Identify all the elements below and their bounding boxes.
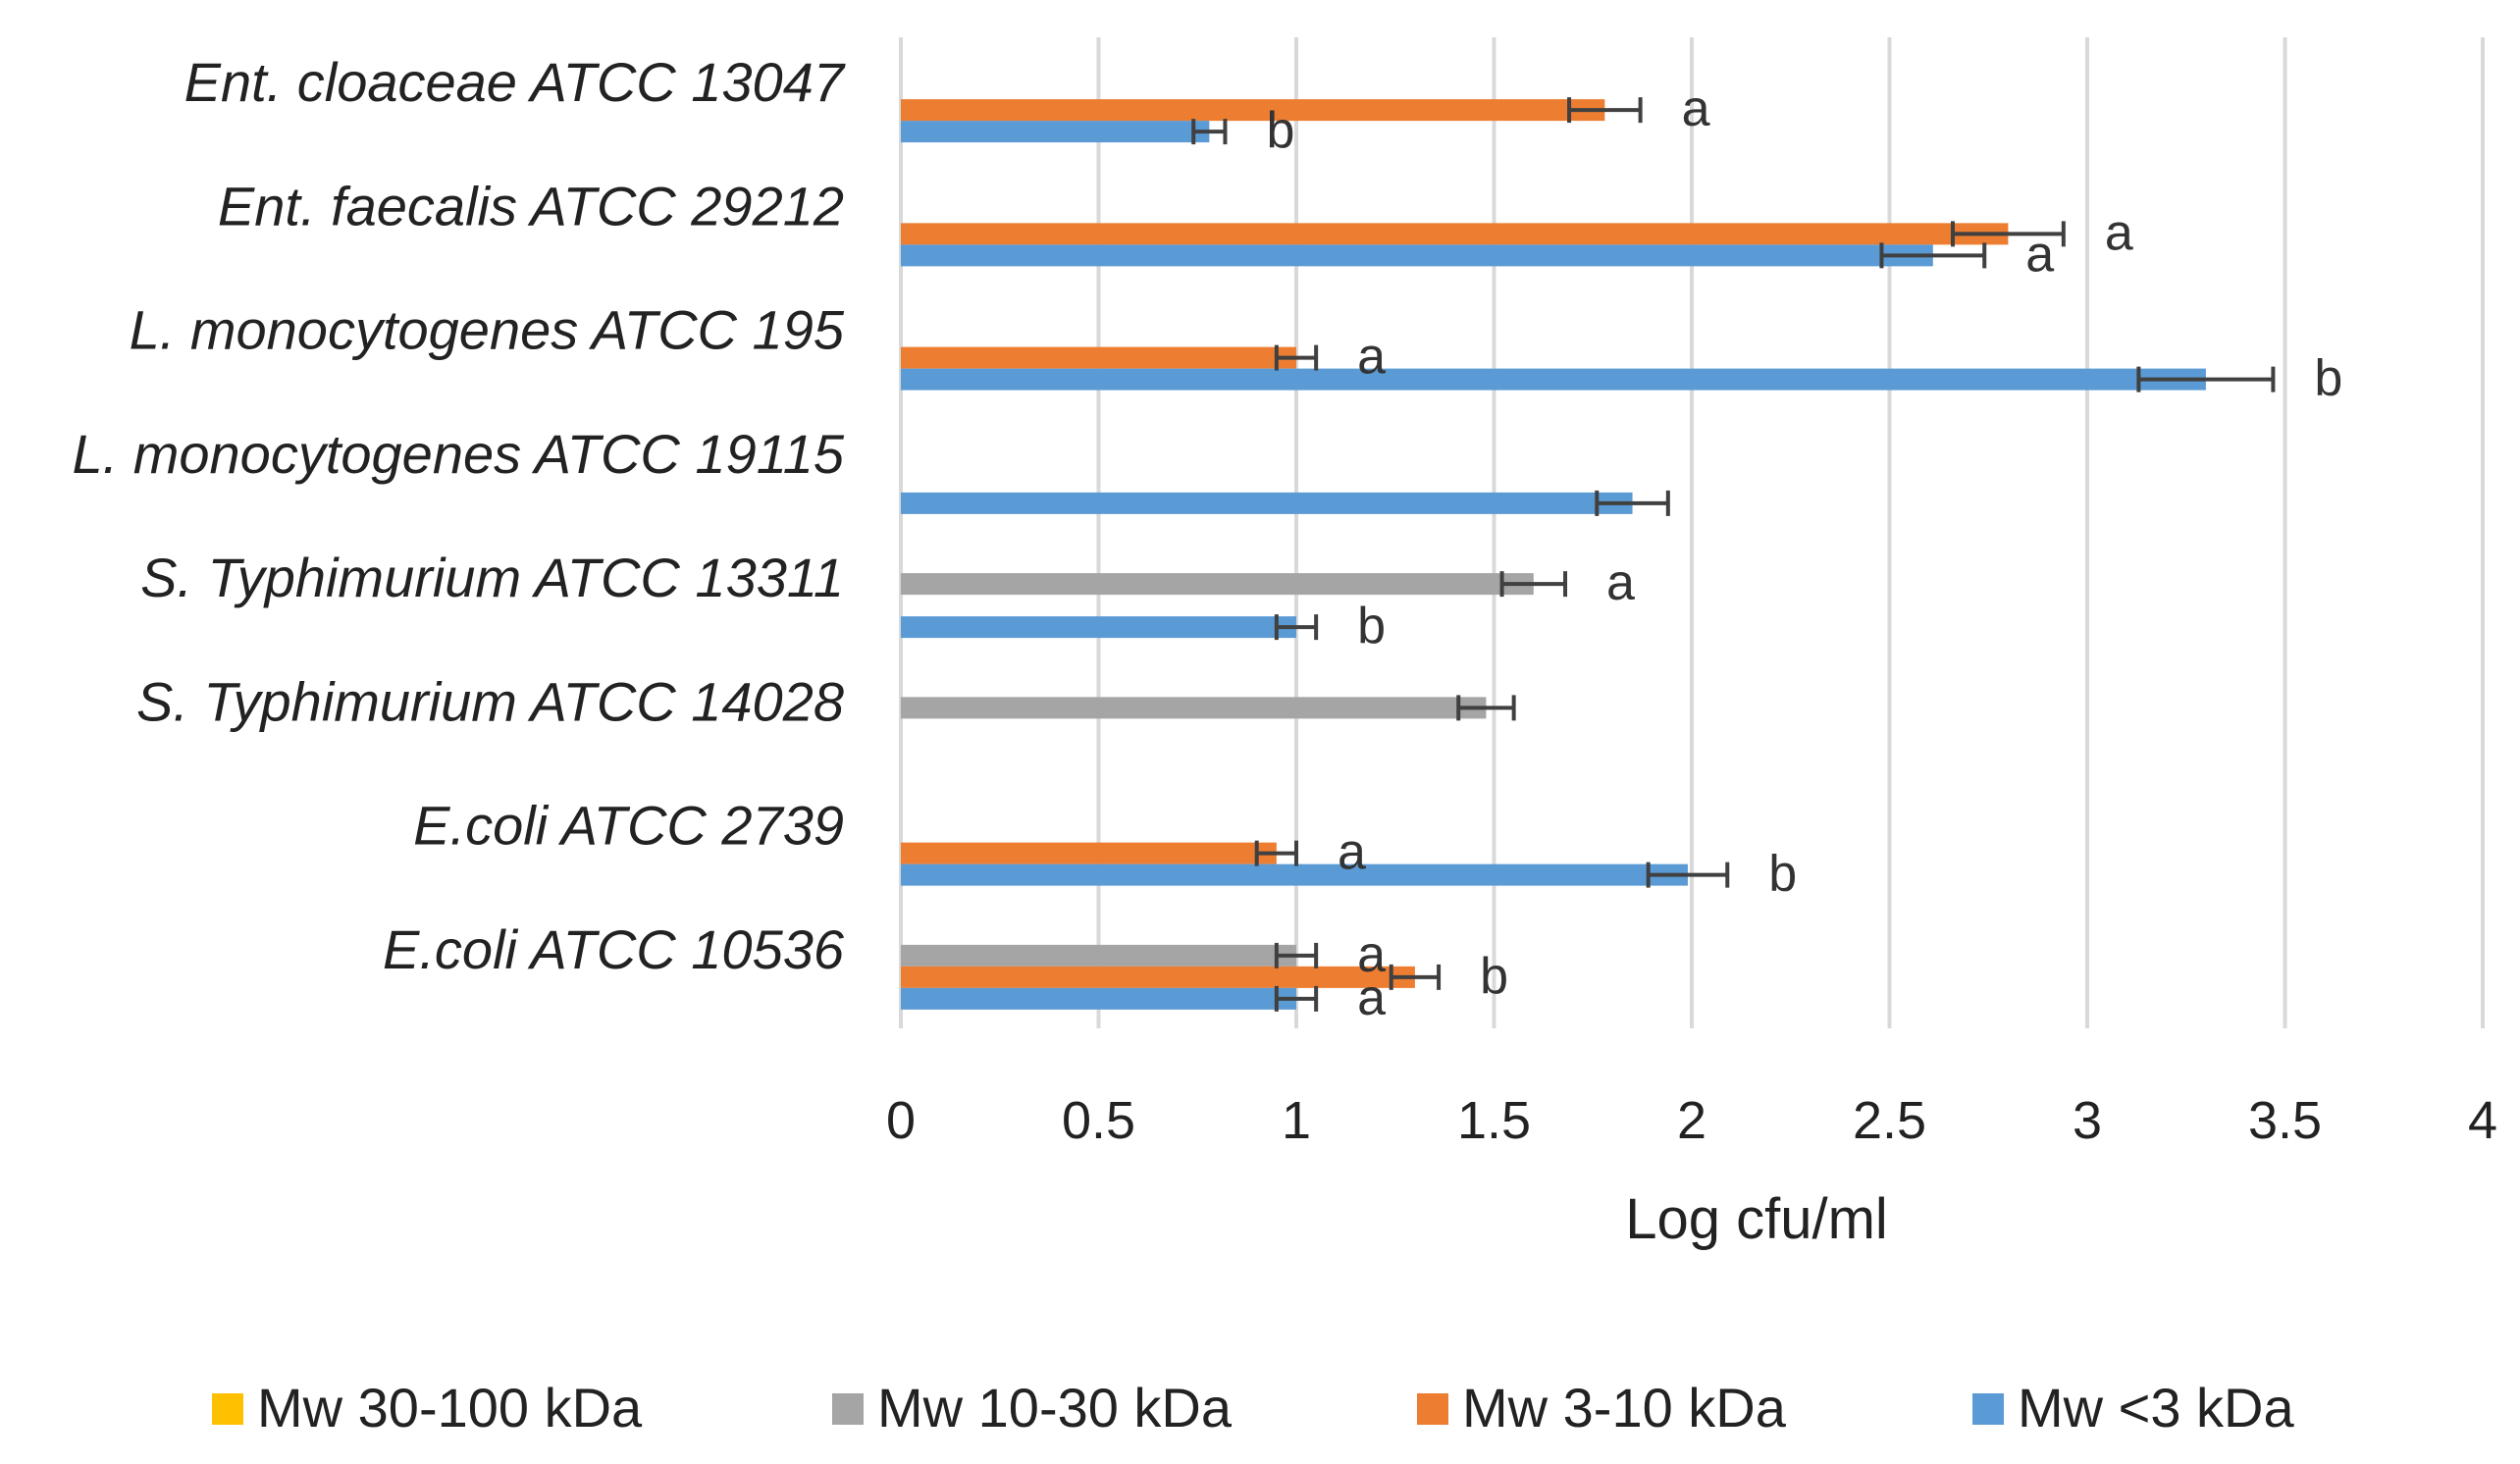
- significance-letter: b: [1357, 598, 1386, 654]
- bar-3-6: [901, 863, 1688, 886]
- bar-3-3: [901, 492, 1633, 514]
- bar-2-0: [901, 99, 1605, 122]
- x-tick-label: 3.5: [2248, 1091, 2322, 1150]
- legend-item-3: Mw <3 kDa: [1972, 1377, 2294, 1438]
- bar-3-0: [901, 121, 1210, 143]
- bar-2-7: [901, 966, 1415, 988]
- error-bar-3-7: [1274, 985, 1319, 1012]
- x-tick-label: 2: [1677, 1091, 1706, 1150]
- x-tick-label: 2.5: [1853, 1091, 1926, 1150]
- error-bar-2-0: [1567, 97, 1643, 124]
- x-axis-title: Log cfu/ml: [1625, 1187, 1888, 1251]
- error-bar-2-2: [1274, 344, 1319, 371]
- category-label: S. Typhimurium ATCC 14028: [136, 670, 844, 732]
- bar-2-1: [901, 223, 2009, 245]
- category-label: S. Typhimurium ATCC 13311: [140, 547, 844, 608]
- legend-swatch: [212, 1393, 243, 1425]
- significance-letter: a: [1682, 80, 1710, 137]
- x-tick-label: 3: [2073, 1091, 2102, 1150]
- category-label: Ent. faecalis ATCC 29212: [218, 175, 844, 236]
- bar-2-6: [901, 842, 1277, 864]
- legend-swatch: [1972, 1393, 2004, 1425]
- significance-letter: a: [1338, 824, 1366, 881]
- legend-label: Mw 10-30 kDa: [877, 1377, 1233, 1438]
- significance-letter: a: [1606, 554, 1635, 611]
- error-bar-1-5: [1456, 695, 1516, 721]
- error-bar-1-4: [1499, 571, 1568, 598]
- x-tick-label: 1: [1282, 1091, 1311, 1150]
- significance-letter: b: [1480, 948, 1508, 1005]
- legend-swatch: [1417, 1393, 1448, 1425]
- legend-item-1: Mw 10-30 kDa: [832, 1377, 1233, 1438]
- legend-label: Mw <3 kDa: [2018, 1377, 2294, 1438]
- error-bar-3-6: [1646, 862, 1730, 888]
- category-label: E.coli ATCC 10536: [383, 918, 845, 980]
- bar-1-5: [901, 697, 1487, 719]
- legend-item-0: Mw 30-100 kDa: [212, 1377, 643, 1438]
- error-bar-2-7: [1389, 964, 1442, 990]
- error-bars: [1191, 97, 2276, 1012]
- legend-swatch: [832, 1393, 864, 1425]
- error-bar-3-1: [1879, 242, 1987, 269]
- error-bar-2-1: [1950, 221, 2066, 247]
- significance-letter: a: [2105, 204, 2133, 261]
- bar-1-4: [901, 573, 1534, 596]
- error-bar-1-7: [1274, 942, 1319, 968]
- category-label: E.coli ATCC 2739: [413, 795, 844, 857]
- significance-letter: a: [2025, 226, 2054, 283]
- error-bar-3-2: [2136, 366, 2276, 392]
- significance-letter: b: [1768, 846, 1797, 903]
- significance-letter: b: [2314, 350, 2342, 407]
- x-tick-labels: 0 0.5 1 1.5 2 2.5 3 3.5 4: [886, 1091, 2497, 1150]
- significance-letter: a: [1357, 926, 1386, 983]
- x-tick-label: 4: [2468, 1091, 2497, 1150]
- bar-3-4: [901, 616, 1296, 639]
- gridlines: [899, 37, 2485, 1028]
- bar-3-1: [901, 244, 1933, 267]
- category-label: L. monocytogenes ATCC 19115: [72, 423, 844, 485]
- x-tick-label: 1.5: [1457, 1091, 1531, 1150]
- bar-3-7: [901, 987, 1296, 1010]
- category-label: Ent. cloaceae ATCC 13047: [184, 51, 846, 113]
- error-bar-3-3: [1595, 490, 1670, 516]
- significance-letter: a: [1357, 329, 1386, 386]
- legend-label: Mw 30-100 kDa: [257, 1377, 643, 1438]
- legend-label: Mw 3-10 kDa: [1462, 1377, 1787, 1438]
- legend-item-2: Mw 3-10 kDa: [1417, 1377, 1787, 1438]
- error-bar-3-4: [1274, 614, 1319, 641]
- bar-3-2: [901, 368, 2206, 391]
- bar-1-7: [901, 944, 1296, 967]
- significance-letter: b: [1266, 102, 1294, 159]
- category-labels: Ent. cloaceae ATCC 13047 Ent. faecalis AT…: [72, 51, 845, 980]
- category-label: L. monocytogenes ATCC 195: [130, 299, 845, 361]
- x-tick-label: 0: [886, 1091, 916, 1150]
- x-tick-label: 0.5: [1062, 1091, 1135, 1150]
- legend: Mw 30-100 kDa Mw 10-30 kDa Mw 3-10 kDa Mw <…: [212, 1377, 2294, 1438]
- bars: [901, 99, 2206, 1010]
- error-bar-2-6: [1254, 840, 1298, 866]
- error-bar-3-0: [1191, 119, 1228, 145]
- bar-2-2: [901, 346, 1296, 369]
- significance-letter: a: [1357, 969, 1386, 1026]
